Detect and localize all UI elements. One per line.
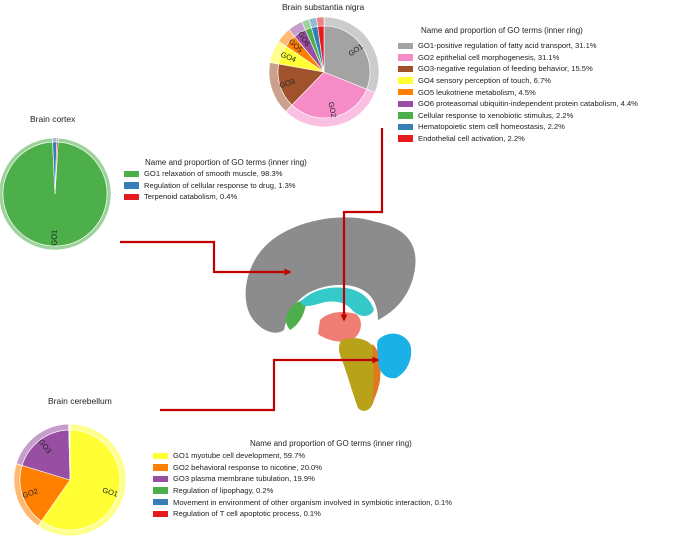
legend-label: GO1-positive regulation of fatty acid tr… [418,41,597,51]
inner-ring-slice [54,141,59,195]
substantia-nigra-legend: GO1-positive regulation of fatty acid tr… [398,40,638,144]
legend-swatch [153,475,168,483]
outer-ring-slice [316,16,325,27]
legend-item: GO3-negative regulation of feeding behav… [398,63,638,75]
legend-swatch [398,54,413,61]
legend-item: GO4 sensory perception of touch, 6.7% [398,75,638,87]
legend-swatch [398,65,413,73]
outer-ring-slice [52,137,58,143]
cortex-arrow [120,240,292,276]
slice-label: GO2 [326,101,338,118]
legend-swatch [398,100,413,108]
cortex-legend-title: Name and proportion of GO terms (inner r… [145,158,307,167]
cerebellum-title: Brain cerebellum [48,396,112,406]
legend-label: Cellular response to xenobiotic stimulus… [418,110,574,120]
legend-swatch [398,77,413,84]
outer-ring-slice [56,137,59,143]
legend-swatch [398,88,413,96]
substantia-nigra-inner-ring [277,25,371,119]
legend-label: Movement in environment of other organis… [173,497,452,507]
legend-swatch [124,182,139,189]
legend-label: Terpenoid catabolism, 0.4% [144,192,238,202]
legend-label: GO6 proteasomal ubiquitin-independent pr… [418,99,638,109]
legend-swatch [153,452,168,460]
brain-hypothalamus-shape [318,312,361,342]
legend-item: Regulation of cellular response to drug,… [124,180,296,192]
substantia-nigra-legend-title: Name and proportion of GO terms (inner r… [421,26,583,35]
brain-stem-shape [339,338,378,411]
legend-label: Hematopoietic stem cell homeostasis, 2.2… [418,122,565,132]
legend-swatch [153,487,168,494]
legend-swatch [153,498,168,506]
cortex-title: Brain cortex [30,114,76,124]
slice-label: GO1 [50,230,59,246]
legend-item: GO3 plasma membrane tubulation, 19.9% [153,473,452,485]
legend-item: GO6 proteasomal ubiquitin-independent pr… [398,98,638,110]
legend-item: Regulation of lipophagy, 0.2% [153,485,452,497]
inner-ring-slice [317,25,325,73]
cerebellum-legend-title: Name and proportion of GO terms (inner r… [250,439,412,448]
legend-swatch [153,510,168,518]
legend-item: GO1 myotube cell development, 59.7% [153,450,452,462]
legend-item: GO1 relaxation of smooth muscle, 98.3% [124,168,296,180]
cortex-pie: GO1 [0,137,112,251]
legend-swatch [398,112,413,119]
substantia-nigra-title: Brain substantia nigra [282,2,365,12]
cerebellum-legend: GO1 myotube cell development, 59.7% GO2 b… [153,450,452,520]
legend-item: Hematopoietic stem cell homeostasis, 2.2… [398,121,638,133]
cortex-inner-ring [2,141,108,247]
legend-label: Regulation of T cell apoptotic process, … [173,509,321,519]
legend-swatch [153,464,168,471]
legend-item: Movement in environment of other organis… [153,496,452,508]
inner-ring-slice [40,429,121,531]
inner-ring-slice [2,141,108,247]
legend-item: GO5 leukotriene metabolism, 4.5% [398,86,638,98]
legend-label: GO2 epithelial cell morphogenesis, 31.1% [418,52,560,62]
legend-swatch [124,170,139,178]
legend-label: GO3 plasma membrane tubulation, 19.9% [173,474,315,484]
inner-ring-slice [21,429,71,481]
cerebellum-outer-ring [13,424,127,537]
legend-item: GO2 epithelial cell morphogenesis, 31.1% [398,52,638,64]
cortex-legend: GO1 relaxation of smooth muscle, 98.3% Re… [124,168,296,203]
cerebellum-inner-ring [19,429,121,531]
brain-cortex-shape [245,217,416,333]
legend-label: GO1 myotube cell development, 59.7% [173,451,306,461]
inner-ring-slice [323,25,371,90]
legend-label: GO2 behavioral response to nicotine, 20.… [173,462,323,472]
legend-swatch [398,135,413,142]
legend-item: Endothelial cell activation, 2.2% [398,133,638,145]
brain-cerebellum-shape [377,333,412,379]
legend-label: Endothelial cell activation, 2.2% [418,134,525,144]
legend-swatch [124,193,139,201]
legend-label: GO5 leukotriene metabolism, 4.5% [418,87,536,97]
legend-item: Terpenoid catabolism, 0.4% [124,191,296,203]
legend-item: GO2 behavioral response to nicotine, 20.… [153,462,452,474]
inner-ring-slice [19,465,71,522]
legend-label: GO4 sensory perception of touch, 6.7% [418,76,551,86]
legend-label: Regulation of cellular response to drug,… [144,180,296,190]
brain-pons-shape [372,344,381,404]
cerebellum-arrow [160,356,380,412]
substantia-nigra-arrow [340,128,384,322]
legend-label: Regulation of lipophagy, 0.2% [173,486,274,496]
legend-swatch [398,42,413,50]
legend-item: Cellular response to xenobiotic stimulus… [398,110,638,122]
brain-callosum-shape [300,287,374,316]
legend-swatch [398,123,413,131]
brain-cingulate-shape [285,300,306,330]
legend-label: GO3-negative regulation of feeding behav… [418,64,593,74]
legend-item: Regulation of T cell apoptotic process, … [153,508,452,520]
legend-item: GO1-positive regulation of fatty acid tr… [398,40,638,52]
legend-label: GO1 relaxation of smooth muscle, 98.3% [144,169,283,179]
inner-ring-slice [291,71,368,119]
